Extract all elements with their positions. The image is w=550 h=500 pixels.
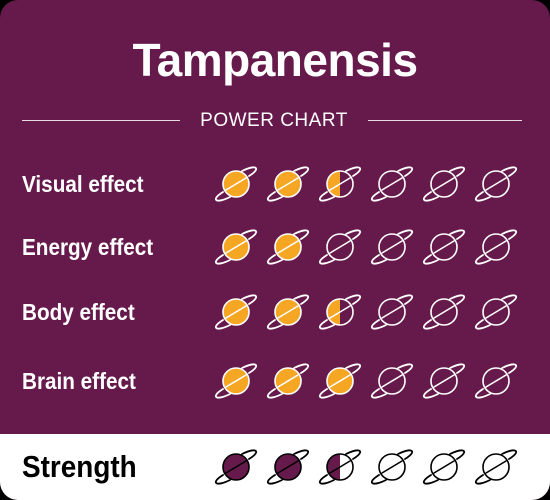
effect-row-visual: Visual effect [0,162,550,206]
planet-icon-empty [366,292,418,332]
planet-icon-empty [366,227,418,267]
power-chart-subtitle: POWER CHART [200,110,348,131]
planet-icon-filled [210,164,262,204]
effect-label: Energy effect [22,234,154,260]
planet-icon-empty [418,447,470,487]
strength-band: Strength [0,434,550,500]
planet-icon-filled [210,447,262,487]
planet-icon-empty [418,227,470,267]
planet-icon-half [314,292,366,332]
planet-icon-filled [262,292,314,332]
planet-icon-filled [210,361,262,401]
planet-rating [210,162,522,206]
planet-icon-empty [470,164,522,204]
planet-icon-empty [366,361,418,401]
planet-icon-empty [470,227,522,267]
subtitle-row: POWER CHART [22,108,522,134]
divider-left [22,120,180,121]
planet-icon-half [314,447,366,487]
planet-icon-empty [470,447,522,487]
strength-rating [210,445,522,489]
planet-rating [210,225,522,269]
planet-icon-filled [210,292,262,332]
strength-label: Strength [22,449,137,484]
planet-icon-empty [418,164,470,204]
planet-icon-half [314,164,366,204]
effect-row-brain: Brain effect [0,359,550,403]
planet-icon-empty [418,361,470,401]
planet-icon-filled [262,361,314,401]
divider-right [368,120,522,121]
planet-rating [210,290,522,334]
effect-label: Body effect [22,299,135,325]
effect-row-body: Body effect [0,290,550,334]
planet-icon-filled [210,227,262,267]
planet-icon-empty [470,292,522,332]
planet-icon-filled [262,227,314,267]
effect-row-energy: Energy effect [0,225,550,269]
planet-rating [210,359,522,403]
planet-icon-empty [366,164,418,204]
planet-icon-filled [262,164,314,204]
planet-icon-filled [314,361,366,401]
planet-icon-empty [366,447,418,487]
effect-label: Brain effect [22,368,136,394]
strain-title: Tampanensis [132,34,418,86]
planet-icon-empty [314,227,366,267]
planet-icon-empty [418,292,470,332]
planet-icon-empty [470,361,522,401]
planet-icon-filled [262,447,314,487]
effect-label: Visual effect [22,171,144,197]
